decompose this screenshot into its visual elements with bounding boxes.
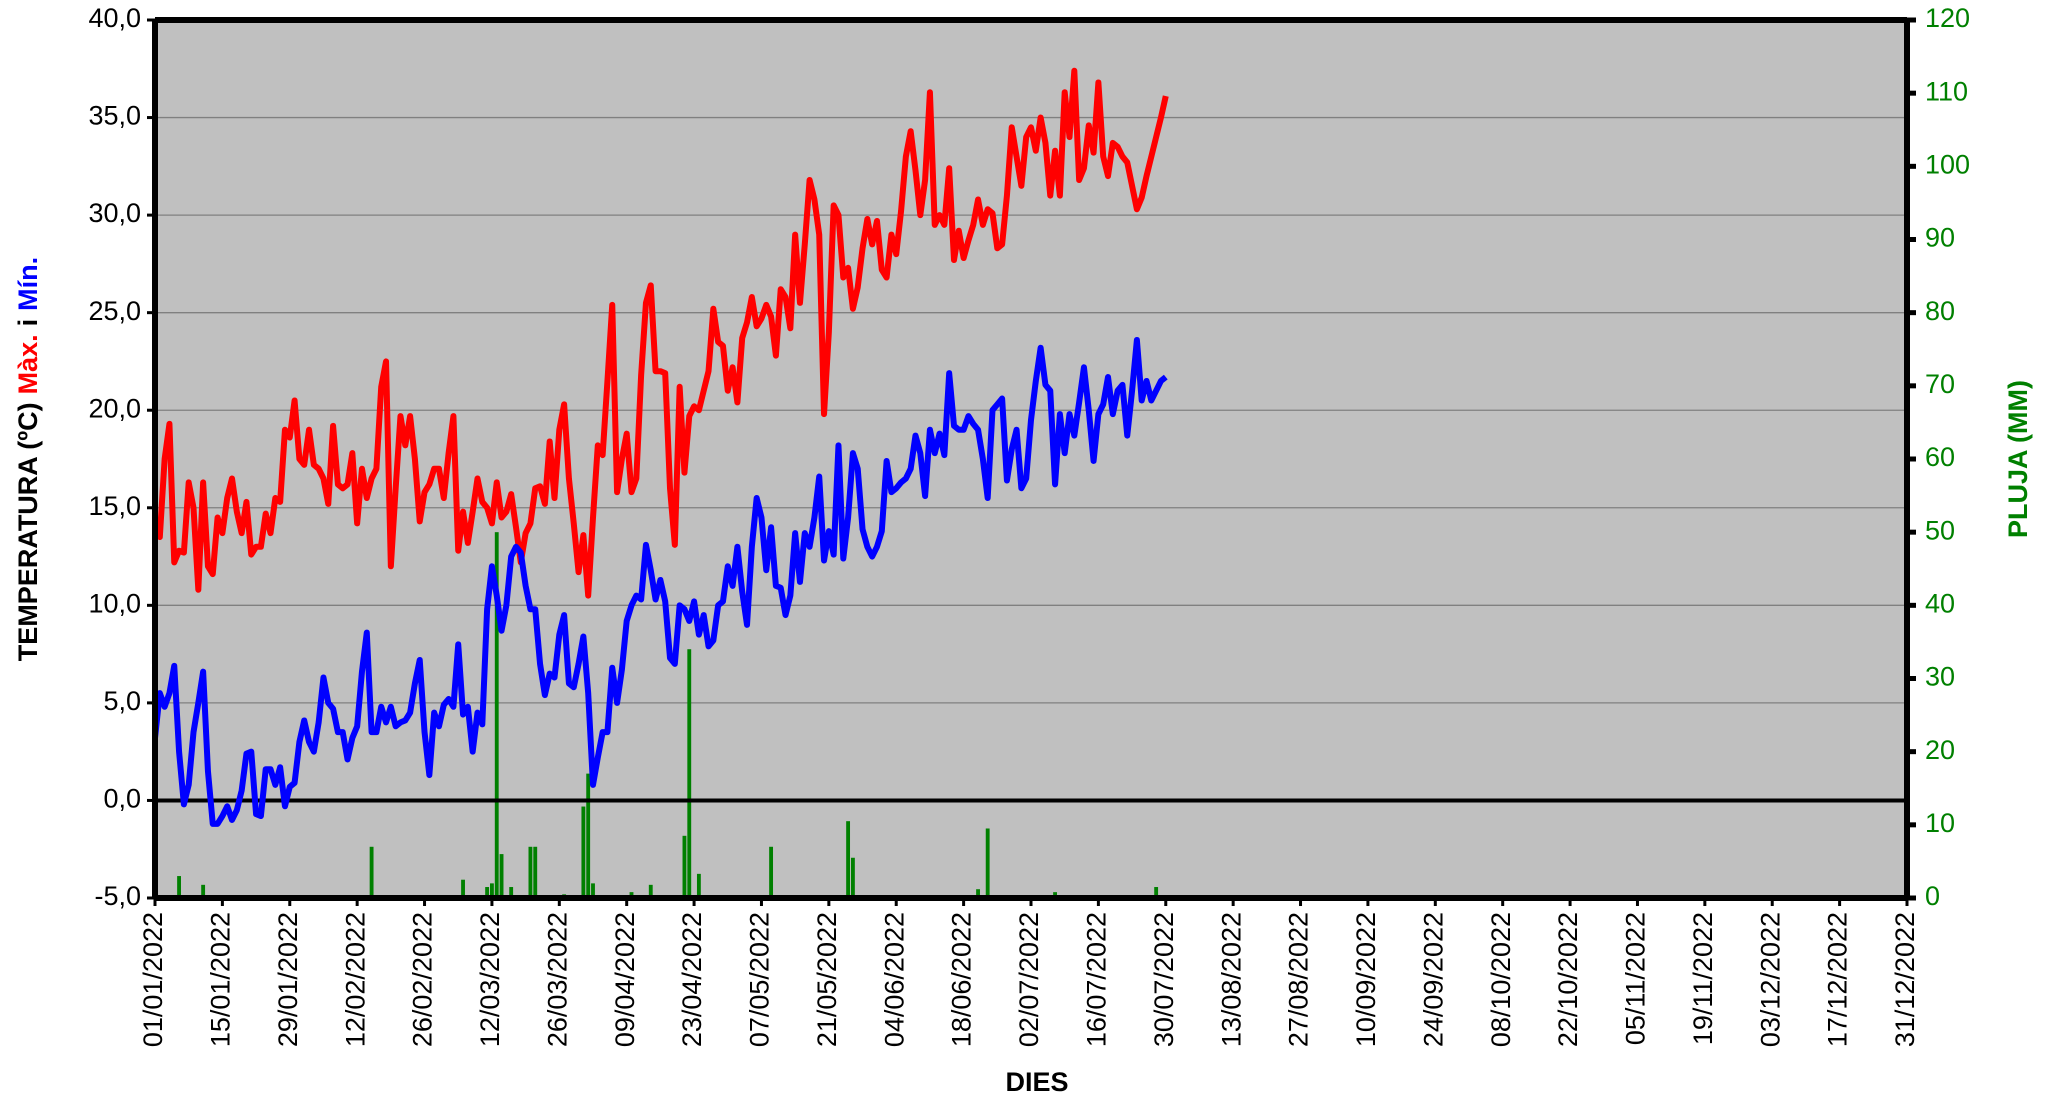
y2-tick-label: 120 xyxy=(1925,3,1970,33)
x-tick-label: 08/10/2022 xyxy=(1486,912,1516,1047)
rain-bar xyxy=(485,887,490,898)
y2-tick-label: 90 xyxy=(1925,223,1955,253)
x-axis-title: DIES xyxy=(1005,1067,1068,1097)
rain-bar xyxy=(846,821,851,898)
x-tick-label: 22/10/2022 xyxy=(1553,912,1583,1047)
x-tick-label: 30/07/2022 xyxy=(1149,912,1179,1047)
y2-tick-label: 20 xyxy=(1925,735,1955,765)
y2-tick-label: 110 xyxy=(1925,76,1968,106)
rain-bar xyxy=(499,854,504,898)
x-tick-label: 07/05/2022 xyxy=(745,912,775,1047)
rain-bar xyxy=(696,873,701,898)
x-tick-label: 12/02/2022 xyxy=(340,912,370,1047)
y2-tick-label: 0 xyxy=(1925,881,1940,911)
x-tick-label: 19/11/2022 xyxy=(1688,912,1718,1045)
rain-bar xyxy=(682,835,687,898)
x-tick-label: 21/05/2022 xyxy=(812,912,842,1047)
y-tick-label: 40,0 xyxy=(88,3,141,33)
y-tick-label: -5,0 xyxy=(94,881,141,911)
y-tick-label: 20,0 xyxy=(88,393,141,423)
y2-tick-label: 50 xyxy=(1925,515,1955,545)
x-tick-label: 16/07/2022 xyxy=(1082,912,1112,1047)
y2-tick-label: 100 xyxy=(1925,149,1970,179)
y2-tick-label: 10 xyxy=(1925,808,1955,838)
y2-axis-title: PLUJA (MM) xyxy=(2003,380,2033,538)
rain-bar xyxy=(489,883,494,898)
y-axis-title-part: Màx. xyxy=(13,334,43,394)
temperature-line xyxy=(152,336,1168,827)
y-axis-title-part: TEMPERATURA (ºC) xyxy=(13,402,43,661)
rain-bar xyxy=(976,889,980,898)
rain-bar xyxy=(850,857,855,898)
rain-bar xyxy=(509,887,514,898)
rain-bar xyxy=(985,828,990,898)
y-axis-title: TEMPERATURA (ºC) Màx. i Mín. xyxy=(13,257,43,661)
y-tick-label: 0,0 xyxy=(103,784,141,814)
x-tick-label: 23/04/2022 xyxy=(677,912,707,1047)
rain-bar xyxy=(648,884,653,898)
x-tick-label: 17/12/2022 xyxy=(1823,912,1853,1047)
y2-tick-label: 40 xyxy=(1925,588,1955,618)
x-tick-label: 03/12/2022 xyxy=(1755,912,1785,1047)
x-tick-label: 04/06/2022 xyxy=(879,912,909,1047)
y-tick-label: 35,0 xyxy=(88,101,141,131)
y-axis-title-part: Mín. xyxy=(13,257,43,311)
x-tick-label: 09/04/2022 xyxy=(610,912,640,1047)
y-tick-label: 25,0 xyxy=(88,296,141,326)
x-tick-label: 29/01/2022 xyxy=(273,912,303,1047)
y2-tick-label: 80 xyxy=(1925,296,1955,326)
rain-bar xyxy=(687,649,692,898)
y-tick-label: 10,0 xyxy=(88,588,141,618)
y-tick-label: 15,0 xyxy=(88,491,141,521)
y2-tick-label: 30 xyxy=(1925,662,1955,692)
x-tick-label: 12/03/2022 xyxy=(475,912,505,1047)
x-tick-label: 01/01/2022 xyxy=(138,912,168,1047)
rain-bar xyxy=(494,532,499,898)
y2-tick-label: 70 xyxy=(1925,369,1955,399)
rain-bar xyxy=(1154,887,1159,898)
y2-tick-label: 60 xyxy=(1925,442,1955,472)
rain-bar xyxy=(177,876,181,898)
x-tick-label: 15/01/2022 xyxy=(206,912,236,1047)
x-tick-label: 27/08/2022 xyxy=(1284,912,1314,1047)
rain-bar xyxy=(201,884,206,898)
y-tick-label: 30,0 xyxy=(88,198,141,228)
x-tick-label: 13/08/2022 xyxy=(1216,912,1246,1047)
x-tick-label: 18/06/2022 xyxy=(947,912,977,1047)
x-tick-label: 02/07/2022 xyxy=(1014,912,1044,1047)
temperature-line xyxy=(152,67,1169,599)
rain-bar xyxy=(586,773,591,898)
x-tick-label: 26/03/2022 xyxy=(542,912,572,1047)
x-tick-label: 31/12/2022 xyxy=(1890,912,1920,1047)
rain-bar xyxy=(533,846,538,898)
rain-bar xyxy=(461,879,465,898)
y-axis-title-part: i xyxy=(13,319,43,327)
rain-bar xyxy=(369,846,374,898)
x-tick-label: 26/02/2022 xyxy=(408,912,438,1047)
y-tick-label: 5,0 xyxy=(103,686,141,716)
rain-bar xyxy=(581,806,586,898)
x-tick-label: 24/09/2022 xyxy=(1418,912,1448,1047)
x-tick-label: 05/11/2022 xyxy=(1621,912,1651,1045)
rain-bar xyxy=(528,846,533,898)
x-tick-label: 10/09/2022 xyxy=(1351,912,1381,1047)
rain-bar xyxy=(769,846,774,898)
rain-bar xyxy=(591,883,595,898)
